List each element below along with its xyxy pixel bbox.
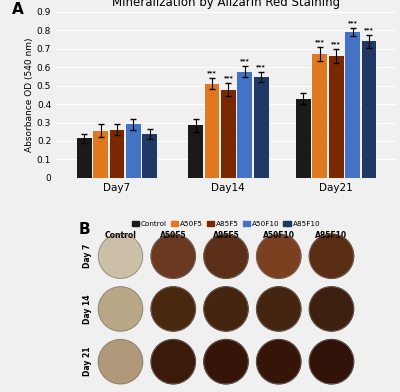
Circle shape [151,339,196,384]
Circle shape [256,234,301,278]
Bar [204,84,219,178]
Text: B: B [78,222,90,237]
Y-axis label: Absorbance OD (540 nm): Absorbance OD (540 nm) [25,38,34,152]
Circle shape [204,287,248,331]
Text: ***: *** [207,71,217,75]
Circle shape [256,287,301,331]
Bar [362,41,376,178]
Bar [296,99,311,178]
Text: Day 21: Day 21 [83,347,92,376]
Bar [329,56,344,178]
Circle shape [309,287,354,331]
Legend: Control, A50F5, A85F5, A50F10, A85F10: Control, A50F5, A85F5, A50F10, A85F10 [129,218,323,230]
Bar [312,54,327,178]
Text: A85F5: A85F5 [213,231,239,240]
Bar [110,130,124,178]
Bar [93,131,108,178]
Circle shape [151,234,196,278]
Circle shape [98,287,143,331]
Title: Mineralization by Alizarin Red Staining: Mineralization by Alizarin Red Staining [112,0,340,9]
Text: Day 7: Day 7 [83,244,92,269]
Text: A50F5: A50F5 [160,231,186,240]
Text: ***: *** [240,58,250,64]
Circle shape [256,339,301,384]
Bar [142,134,157,178]
Text: A: A [12,2,24,17]
Text: A85F10: A85F10 [316,231,348,240]
Bar [77,138,92,178]
Circle shape [151,287,196,331]
Text: Day 14: Day 14 [83,294,92,324]
Circle shape [98,234,143,278]
Bar [188,125,203,178]
Bar [126,124,141,178]
Text: ***: *** [331,41,341,46]
Bar [221,90,236,178]
Circle shape [98,339,143,384]
Bar [254,77,268,178]
Text: A50F10: A50F10 [263,231,295,240]
Text: ***: *** [364,27,374,32]
Circle shape [204,234,248,278]
Text: ***: *** [315,40,325,44]
Circle shape [309,234,354,278]
Text: ***: *** [348,21,358,25]
Text: ***: *** [256,64,266,69]
Text: ***: *** [224,75,233,80]
Bar [237,72,252,178]
Circle shape [309,339,354,384]
Text: Control: Control [104,231,136,240]
Bar [345,32,360,178]
Circle shape [204,339,248,384]
